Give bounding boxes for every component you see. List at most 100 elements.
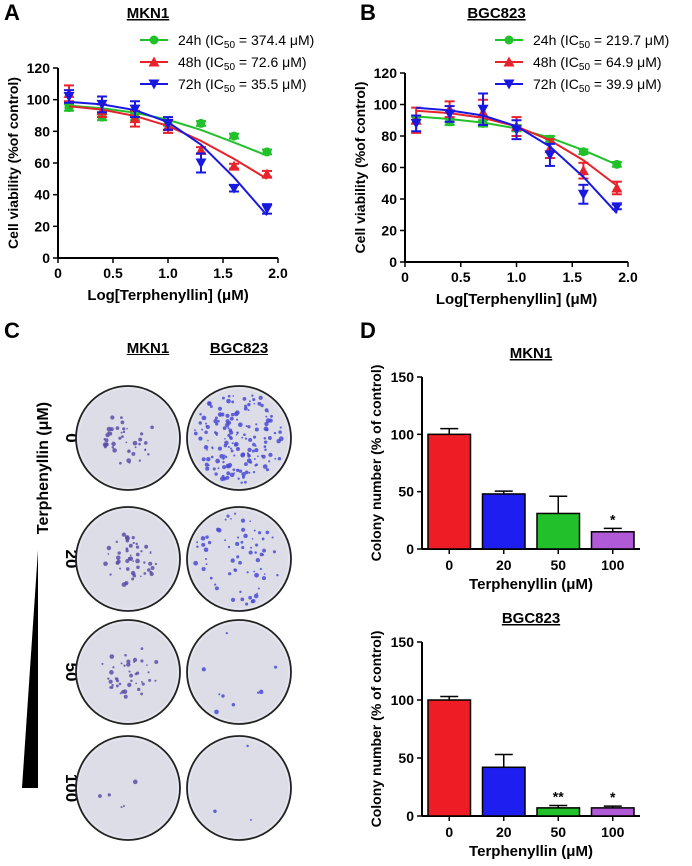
bar — [536, 512, 581, 550]
colony-dot — [140, 659, 144, 663]
colony-dot — [251, 394, 254, 397]
colony-dot — [149, 571, 154, 577]
colony-dot — [227, 545, 231, 549]
colony-dot — [118, 436, 122, 440]
colony-dot — [233, 472, 236, 474]
colony-dot — [247, 409, 250, 412]
colony-dot — [205, 422, 208, 425]
colony-dot — [121, 690, 125, 694]
y-axis-label: Colony number (% of control) — [368, 365, 384, 562]
colony-dot — [247, 453, 251, 457]
colony-dot — [233, 411, 239, 417]
data-point — [410, 118, 422, 129]
colony-dot — [256, 691, 260, 694]
colony-dot — [224, 518, 227, 521]
legend-entry: 48h (IC50 = 64.9 μM) — [533, 54, 662, 73]
colony-dot — [110, 415, 115, 420]
colony-dot — [255, 423, 258, 426]
colony-dot — [115, 555, 121, 561]
legend-entry: 24h (IC50 = 374.4 μM) — [178, 32, 314, 51]
y-tick-label: 60 — [381, 160, 397, 176]
colony-dot — [255, 463, 258, 466]
y-tick-label: 50 — [398, 750, 414, 766]
colony-dot — [106, 426, 112, 432]
colony-dot — [205, 535, 209, 539]
legend-prefix: 72h (IC — [178, 76, 224, 92]
x-axis-label: Terphenyllin (μM) — [469, 843, 593, 860]
colony-dot — [193, 431, 198, 436]
colony-dot — [115, 426, 120, 430]
colony-dot — [253, 458, 256, 461]
colony-dot — [147, 671, 150, 674]
colony-dot — [235, 446, 241, 452]
colony-dot — [245, 425, 248, 428]
colony-dot — [241, 475, 246, 479]
colony-dot — [125, 558, 130, 564]
colony-dot — [225, 475, 230, 480]
colony-dot — [132, 560, 135, 563]
colony-dot — [103, 561, 108, 567]
colony-dot — [248, 437, 253, 442]
colony-dot — [109, 686, 112, 689]
colony-dot — [217, 406, 222, 411]
colony-dot — [126, 458, 132, 463]
colony-dot — [261, 576, 266, 581]
colony-dot — [240, 481, 243, 484]
colony-dot — [120, 416, 123, 420]
colony-dot — [144, 448, 147, 451]
colony-dot — [257, 401, 262, 406]
data-point — [129, 113, 141, 124]
data-point — [129, 104, 141, 115]
colony-dot — [265, 530, 270, 535]
colony-dot — [247, 402, 251, 407]
colony-dot — [119, 567, 122, 570]
colony-dot — [259, 567, 262, 571]
colony-dot — [106, 545, 112, 551]
colony-dot — [223, 454, 226, 457]
bar — [590, 531, 635, 550]
bar — [590, 807, 635, 817]
colony-dot — [242, 396, 247, 401]
chart-title: MKN1 — [510, 345, 553, 362]
colony-dot — [240, 597, 245, 602]
colony-dot — [140, 680, 143, 683]
colony-dot — [213, 418, 218, 424]
x-tick-label: 0.5 — [451, 269, 471, 285]
colony-dot — [230, 597, 236, 602]
colony-dot — [252, 397, 256, 402]
y-tick-label: 20 — [381, 223, 397, 239]
legend-marker — [148, 79, 160, 90]
legend-marker — [149, 35, 159, 45]
colony-dot — [207, 401, 212, 406]
data-point — [511, 125, 522, 136]
colony-dot — [229, 472, 235, 478]
colony-dot — [226, 514, 230, 518]
colony-dot — [214, 586, 219, 591]
colony-dot — [230, 447, 233, 450]
colony-dot — [204, 558, 207, 561]
colony-dot — [255, 557, 261, 563]
colony-dot — [134, 672, 138, 676]
colony-dot — [262, 548, 266, 553]
colony-dot — [111, 441, 116, 447]
colony-dot — [125, 441, 128, 444]
colony-dot — [225, 419, 230, 424]
colony-dot — [135, 552, 140, 557]
colony-dot — [254, 427, 259, 432]
colony-dot — [119, 461, 122, 465]
colony-dot — [193, 560, 199, 566]
legend-marker — [503, 79, 515, 90]
colony-dot — [229, 430, 234, 435]
legend-subscript: 50 — [579, 40, 591, 51]
colony-dot — [233, 512, 237, 515]
colony-dot — [246, 571, 249, 574]
colony-dot — [233, 454, 236, 457]
colony-dot — [233, 568, 238, 573]
colony-dot — [135, 545, 140, 549]
colony-dot — [232, 395, 235, 397]
colony-dot — [257, 455, 259, 458]
colony-dot — [243, 406, 248, 411]
y-tick-label: 80 — [381, 128, 397, 144]
colony-dot — [277, 457, 282, 461]
colony-dot — [201, 566, 206, 572]
